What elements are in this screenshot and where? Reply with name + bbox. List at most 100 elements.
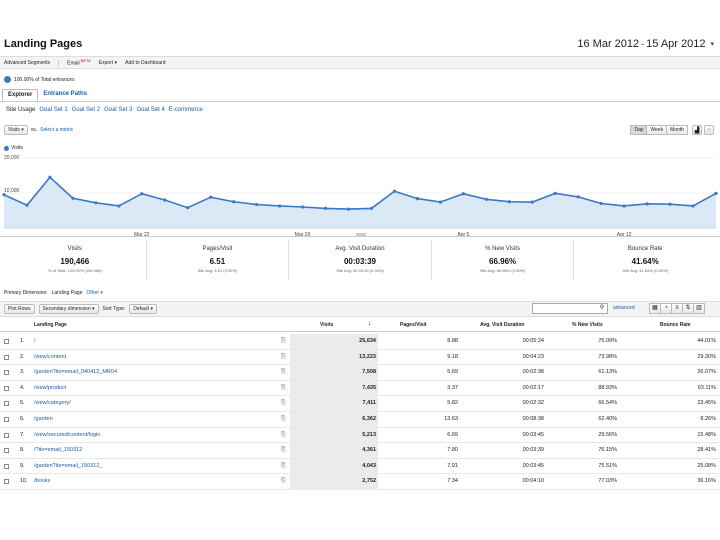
row-checkbox[interactable] xyxy=(4,479,9,484)
scorecard-visits[interactable]: Visits 190,466 % of Total: 100.00% (190,… xyxy=(4,240,147,280)
header-landing-page[interactable]: Landing Page xyxy=(34,322,67,328)
visits-value: 13,223 xyxy=(290,354,376,360)
landing-page-link[interactable]: /view/category/ xyxy=(34,400,71,406)
external-link-icon[interactable]: ⎘ xyxy=(281,338,286,345)
grain-week-button[interactable]: Week xyxy=(646,125,667,135)
subtab-goal-set-2[interactable]: Goal Set 2 xyxy=(72,107,100,113)
avg-duration-value: 00:03:39 xyxy=(480,447,544,453)
landing-page-link[interactable]: /view/secured/content/login xyxy=(34,432,100,438)
external-link-icon[interactable]: ⎘ xyxy=(281,369,286,376)
row-checkbox[interactable] xyxy=(4,355,9,360)
visits-value: 7,508 xyxy=(290,369,376,375)
table-row: 1. / ⎘ 25,634 8.88 00:05:24 76.09% 44.01… xyxy=(0,334,720,350)
row-checkbox[interactable] xyxy=(4,370,9,375)
bounce-rate-value: 28.41% xyxy=(640,447,716,453)
row-checkbox[interactable] xyxy=(4,433,9,438)
external-link-icon[interactable]: ⎘ xyxy=(281,385,286,392)
scorecard-pages-per-visit[interactable]: Pages/Visit 6.51 Site Avg: 6.51 (0.00%) xyxy=(147,240,290,280)
other-dimension-link[interactable]: Other ▾ xyxy=(87,290,103,296)
header-visits[interactable]: Visits xyxy=(320,322,333,328)
export-button[interactable]: Export ▾ xyxy=(99,60,117,66)
line-chart-icon[interactable]: ▟ xyxy=(692,125,702,135)
tab-entrance-paths[interactable]: Entrance Paths xyxy=(38,89,92,101)
pages-per-visit-value: 7.34 xyxy=(400,478,458,484)
subtab-goal-set-4[interactable]: Goal Set 4 xyxy=(136,107,164,113)
landing-page-link[interactable]: /books xyxy=(34,478,50,484)
data-point-26 xyxy=(577,195,580,198)
landing-page-link[interactable]: /view/product xyxy=(34,385,66,391)
external-link-icon[interactable]: ⎘ xyxy=(281,478,286,485)
advanced-segments-button[interactable]: Advanced Segments xyxy=(4,60,59,66)
external-link-icon[interactable]: ⎘ xyxy=(281,463,286,470)
tab-divider xyxy=(0,101,720,102)
landing-page-link[interactable]: /view/content xyxy=(34,354,66,360)
row-checkbox[interactable] xyxy=(4,464,9,469)
segment-pie-icon xyxy=(4,76,11,83)
email-button[interactable]: EmailBETA xyxy=(67,58,91,67)
secondary-dimension-select[interactable]: Secondary dimension ▾ xyxy=(39,304,99,314)
secondary-dimension-label: Secondary dimension xyxy=(43,306,91,312)
row-checkbox[interactable] xyxy=(4,386,9,391)
data-point-23 xyxy=(508,200,511,203)
scorecard-avg-visit-duration[interactable]: Avg. Visit Duration 00:03:39 Site Avg: 0… xyxy=(289,240,432,280)
header-bounce-rate[interactable]: Bounce Rate xyxy=(660,322,691,328)
subtab-goal-set-1[interactable]: Goal Set 1 xyxy=(39,107,67,113)
pivot-view-icon[interactable]: ▥ xyxy=(693,303,705,314)
landing-page-link[interactable]: / xyxy=(34,338,36,344)
metric-select-label: Visits xyxy=(8,127,20,133)
external-link-icon[interactable]: ⎘ xyxy=(281,400,286,407)
sort-type-select[interactable]: Default ▾ xyxy=(129,304,157,314)
landing-page-link[interactable]: /garden xyxy=(34,416,53,422)
row-checkbox[interactable] xyxy=(4,401,9,406)
date-range-picker[interactable]: 16 Mar 2012 - 15 Apr 2012 ▾ xyxy=(577,38,714,50)
visits-value: 2,752 xyxy=(290,478,376,484)
date-end: 15 Apr 2012 xyxy=(646,38,705,50)
data-point-29 xyxy=(645,202,648,205)
scorecard-new-visits[interactable]: % New Visits 66.96% Site Avg: 66.96% (0.… xyxy=(432,240,575,280)
landing-page-link[interactable]: /garden?ito=email_150312_ xyxy=(34,463,102,469)
row-checkbox[interactable] xyxy=(4,339,9,344)
select-metric-link[interactable]: Select a metric xyxy=(40,127,73,133)
scorecard-bounce-rate[interactable]: Bounce Rate 41.64% Site Avg: 41.64% (0.0… xyxy=(574,240,716,280)
external-link-icon[interactable]: ⎘ xyxy=(281,354,286,361)
data-point-25 xyxy=(554,192,557,195)
grain-day-button[interactable]: Day xyxy=(630,125,647,135)
visits-chart[interactable]: Mar 22 Mar 29 Apr 5 Apr 12 xyxy=(0,152,720,242)
data-point-10 xyxy=(209,196,212,199)
header-avg-visit-duration[interactable]: Avg. Visit Duration xyxy=(480,322,524,328)
table-row: 3. /garden?ito=email_040412_MR04 ⎘ 7,508… xyxy=(0,365,720,381)
row-number: 2. xyxy=(20,354,25,360)
header-pages-per-visit[interactable]: Pages/Visit xyxy=(400,322,427,328)
bounce-rate-value: 36.16% xyxy=(640,478,716,484)
avg-duration-value: 00:02:32 xyxy=(480,400,544,406)
external-link-icon[interactable]: ⎘ xyxy=(281,447,286,454)
x-tick-label: Mar 29 xyxy=(295,232,311,238)
metric-select[interactable]: Visits ▾ xyxy=(4,125,28,135)
subtab-ecommerce[interactable]: E-commerce xyxy=(169,107,203,113)
subtab-goal-set-3[interactable]: Goal Set 3 xyxy=(104,107,132,113)
grain-month-button[interactable]: Month xyxy=(666,125,688,135)
row-checkbox[interactable] xyxy=(4,448,9,453)
table-header: Landing Page Visits ↓ Pages/Visit Avg. V… xyxy=(0,318,720,332)
external-link-icon[interactable]: ⎘ xyxy=(281,432,286,439)
advanced-filter-link[interactable]: advanced xyxy=(613,305,635,311)
pages-per-visit-value: 8.88 xyxy=(400,338,458,344)
row-checkbox[interactable] xyxy=(4,417,9,422)
table-row: 5. /view/category/ ⎘ 7,411 5.82 00:02:32… xyxy=(0,396,720,412)
plot-rows-button[interactable]: Plot Rows xyxy=(4,304,35,314)
subtab-site-usage[interactable]: Site Usage xyxy=(6,107,35,113)
search-icon[interactable]: ⚲ xyxy=(597,304,607,313)
scorecard-label: Avg. Visit Duration xyxy=(289,246,431,252)
landing-page-link[interactable]: /?ito=email_150312 xyxy=(34,447,82,453)
data-point-28 xyxy=(623,204,626,207)
external-link-icon[interactable]: ⎘ xyxy=(281,416,286,423)
tab-explorer[interactable]: Explorer xyxy=(2,89,38,101)
chevron-down-icon: ▾ xyxy=(710,40,714,48)
motion-chart-icon[interactable]: ⁘ xyxy=(704,125,714,135)
data-point-17 xyxy=(370,207,373,210)
add-to-dashboard-button[interactable]: Add to Dashboard xyxy=(125,60,165,66)
landing-page-link[interactable]: /garden?ito=email_040412_MR04 xyxy=(34,369,117,375)
header-new-visits[interactable]: % New Visits xyxy=(572,322,603,328)
scorecard-sub: Site Avg: 6.51 (0.00%) xyxy=(147,268,289,273)
row-number: 6. xyxy=(20,416,25,422)
